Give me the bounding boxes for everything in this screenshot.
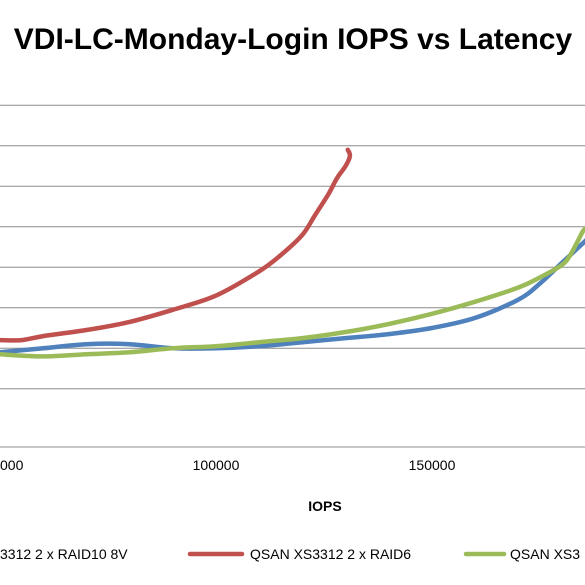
legend-label-1: QSAN XS3312 2 x RAID6 — [250, 546, 411, 562]
x-tick-label: 000 — [0, 457, 24, 473]
x-tick-labels: 100000 150000 000 — [0, 457, 456, 473]
x-tick-label: 100000 — [193, 457, 240, 473]
x-tick-label: 150000 — [409, 457, 456, 473]
chart-title: VDI-LC-Monday-Login IOPS vs Latency — [14, 23, 573, 56]
legend-label-2: QSAN XS3 — [510, 546, 580, 562]
x-axis-title: IOPS — [308, 498, 341, 514]
series-line-1 — [0, 147, 353, 343]
series-line-0 — [0, 238, 585, 355]
legend: 3312 2 x RAID10 8V QSAN XS3312 2 x RAID6 Q… — [0, 546, 580, 562]
gridlines — [0, 104, 585, 448]
legend-label-0: 3312 2 x RAID10 8V — [0, 546, 128, 562]
plot-area — [0, 147, 585, 359]
series-line-2 — [0, 225, 585, 359]
